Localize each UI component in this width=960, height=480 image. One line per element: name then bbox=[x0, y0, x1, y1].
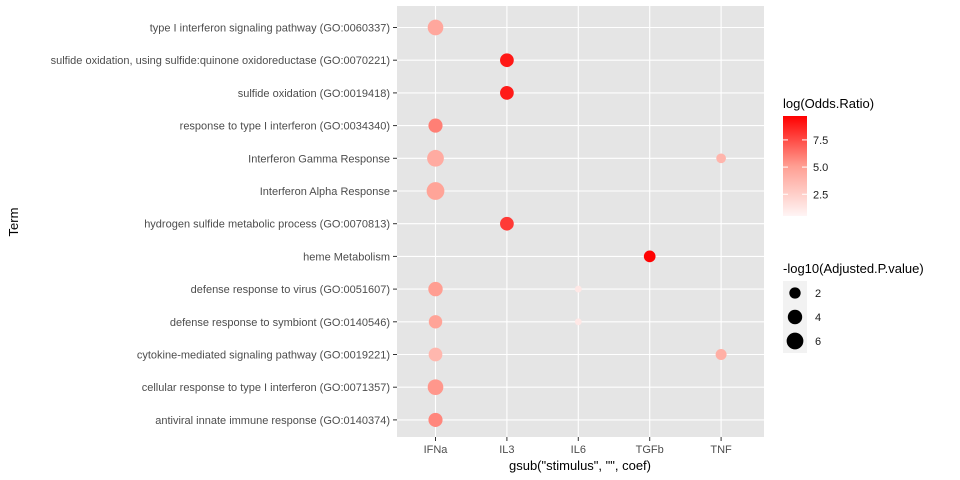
y-tick-label: hydrogen sulfide metabolic process (GO:0… bbox=[144, 219, 390, 231]
y-tick-label: Interferon Gamma Response bbox=[248, 153, 390, 165]
data-point bbox=[428, 315, 443, 329]
data-point bbox=[500, 53, 514, 68]
data-point bbox=[426, 182, 445, 200]
data-points bbox=[426, 19, 727, 427]
color-legend-label: 5.0 bbox=[813, 162, 828, 174]
x-axis-ticks: IFNa IL3 IL6 TGFb TNF bbox=[424, 437, 732, 456]
y-tick-label: antiviral innate immune response (GO:014… bbox=[155, 415, 390, 427]
y-tick-label: cytokine-mediated signaling pathway (GO:… bbox=[137, 350, 390, 362]
y-tick-label: sulfide oxidation, using sulfide:quinone… bbox=[51, 55, 390, 67]
y-tick-label: type I interferon signaling pathway (GO:… bbox=[150, 23, 390, 35]
size-legend-dot bbox=[786, 332, 804, 350]
y-tick-label: sulfide oxidation (GO:0019418) bbox=[238, 88, 390, 100]
size-legend-title: -log10(Adjusted.P.value) bbox=[783, 261, 924, 276]
y-tick-label: cellular response to type I interferon (… bbox=[142, 382, 390, 394]
y-axis-title: Term bbox=[6, 208, 21, 237]
y-tick-label: Interferon Alpha Response bbox=[260, 186, 390, 198]
size-legend: -log10(Adjusted.P.value) 2 4 6 bbox=[783, 261, 924, 353]
data-point bbox=[428, 118, 443, 133]
x-axis-title: gsub("stimulus", "", coef) bbox=[509, 458, 651, 473]
size-legend-label: 6 bbox=[815, 336, 821, 348]
y-tick-label: defense response to virus (GO:0051607) bbox=[191, 284, 390, 296]
y-tick-label: defense response to symbiont (GO:0140546… bbox=[170, 317, 390, 329]
data-point bbox=[643, 250, 656, 263]
data-point bbox=[427, 149, 444, 167]
data-point bbox=[427, 19, 444, 36]
data-point bbox=[500, 86, 514, 100]
color-legend-bar bbox=[783, 116, 807, 216]
x-tick-label: IL3 bbox=[499, 444, 514, 456]
size-legend-label: 4 bbox=[815, 312, 821, 324]
size-legend-dot bbox=[787, 309, 803, 325]
x-tick-label: TNF bbox=[710, 444, 732, 456]
data-point bbox=[428, 281, 443, 297]
color-legend-label: 7.5 bbox=[813, 135, 828, 147]
data-point bbox=[427, 379, 444, 396]
size-legend-dot bbox=[789, 287, 801, 299]
data-point bbox=[428, 347, 443, 362]
x-tick-label: IL6 bbox=[571, 444, 586, 456]
y-tick-label: response to type I interferon (GO:003434… bbox=[180, 121, 390, 133]
plot-panel bbox=[397, 6, 764, 437]
color-legend-title: log(Odds.Ratio) bbox=[783, 96, 874, 111]
y-axis-ticks: type I interferon signaling pathway (GO:… bbox=[51, 23, 397, 427]
x-tick-label: TGFb bbox=[636, 444, 664, 456]
data-point bbox=[716, 153, 726, 164]
data-point bbox=[428, 412, 443, 427]
data-point bbox=[574, 285, 582, 293]
size-legend-label: 2 bbox=[815, 288, 821, 300]
data-point bbox=[574, 318, 582, 326]
color-legend-label: 2.5 bbox=[813, 189, 828, 201]
y-tick-label: heme Metabolism bbox=[303, 251, 390, 263]
data-point bbox=[500, 216, 514, 231]
color-legend: log(Odds.Ratio) 2.5 5.0 7.5 bbox=[783, 96, 874, 216]
data-point bbox=[715, 349, 727, 360]
x-tick-label: IFNa bbox=[424, 444, 449, 456]
